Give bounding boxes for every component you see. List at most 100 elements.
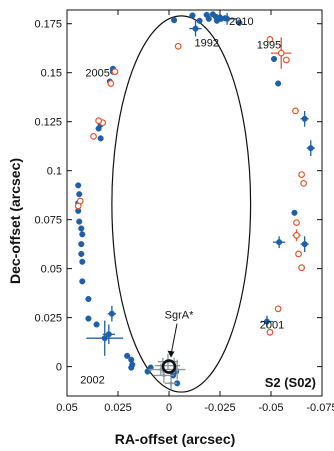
point-marker (277, 49, 285, 57)
sgra-label: SgrA* (165, 310, 194, 322)
data-point (300, 236, 309, 252)
point-marker (79, 231, 86, 238)
y-axis-title: Dec-offset (arcsec) (7, 158, 23, 284)
data-point (291, 209, 298, 216)
panel-label: S2 (S02) (265, 375, 316, 390)
point-marker (128, 356, 135, 363)
data-point (93, 321, 100, 328)
y-tick-label: 0.025 (34, 313, 62, 325)
point-marker (298, 171, 306, 178)
data-point (164, 377, 178, 390)
data-point (79, 258, 86, 265)
point-marker (75, 182, 82, 189)
y-tick-label: 0.05 (41, 264, 62, 276)
x-tick-label: 0 (166, 402, 172, 414)
data-point (293, 219, 300, 226)
data-point (189, 20, 202, 37)
point-marker (171, 17, 178, 24)
data-point (266, 35, 274, 43)
data-point (298, 171, 306, 178)
series-open-circle (74, 35, 308, 336)
data-point (107, 80, 115, 87)
data-point (274, 305, 282, 313)
year-label: 2002 (80, 374, 104, 386)
point-marker (196, 17, 203, 24)
data-point (78, 250, 85, 257)
data-point (85, 295, 92, 303)
point-marker (76, 191, 83, 198)
data-point (205, 15, 212, 22)
point-marker (97, 135, 104, 142)
x-axis-title: RA-offset (arcsec) (115, 431, 236, 447)
data-point (76, 218, 83, 225)
point-marker (271, 55, 278, 63)
x-tick-label: -0.05 (258, 402, 283, 414)
orbit-layer (111, 15, 252, 393)
point-marker (78, 250, 85, 257)
year-label: 2005 (85, 68, 109, 80)
labels-layer: 1992 2010 1995 2005 2001 2002 (80, 16, 284, 387)
data-point (76, 191, 83, 198)
data-point (282, 56, 290, 64)
data-point (196, 17, 203, 24)
x-tick-label: -0.075 (306, 402, 334, 414)
data-point (78, 225, 85, 232)
sgra-arrow-line (170, 323, 178, 355)
point-marker (101, 335, 108, 342)
point-marker (300, 180, 308, 187)
point-marker (307, 145, 314, 152)
data-point (95, 125, 102, 132)
point-marker (222, 15, 229, 22)
data-point (102, 324, 115, 345)
point-marker (78, 241, 85, 248)
data-point (271, 37, 292, 69)
data-point (97, 135, 104, 142)
point-marker (85, 315, 92, 322)
point-marker (295, 250, 302, 258)
point-marker (192, 25, 199, 32)
point-marker (263, 318, 270, 325)
point-marker (159, 367, 163, 372)
orbit-ellipse (111, 15, 252, 393)
data-point (306, 140, 315, 156)
x-tick-label: -0.025 (204, 402, 235, 414)
plot-frame (66, 9, 323, 397)
point-marker (79, 258, 86, 265)
data-point (271, 55, 278, 63)
sgra-arrow-head (167, 350, 175, 358)
data-point (148, 363, 174, 376)
point-marker (108, 310, 115, 317)
point-marker (274, 305, 282, 313)
point-marker (111, 68, 119, 76)
point-marker (298, 264, 306, 272)
point-marker (85, 295, 92, 303)
y-tick-label: 0 (56, 362, 62, 374)
data-point (95, 117, 103, 125)
point-marker (293, 219, 300, 226)
year-label: 2010 (229, 16, 253, 28)
data-point (300, 110, 309, 127)
sgra-marker (161, 359, 177, 374)
axes-layer: 0.05 0.025 0 -0.025 -0.05 -0.075 0 0.025 0.05 0.0… (34, 9, 334, 414)
y-tick-label: 0.075 (34, 215, 62, 227)
point-marker (124, 352, 131, 359)
sgra-layer: SgrA* (161, 310, 194, 374)
data-point (295, 250, 302, 258)
point-marker (169, 381, 173, 385)
data-point (292, 107, 299, 115)
data-point (78, 241, 85, 248)
data-point (273, 236, 286, 249)
data-point (90, 132, 97, 140)
data-point (213, 17, 220, 24)
data-point (260, 315, 274, 328)
point-marker (90, 132, 97, 140)
point-marker (276, 239, 283, 246)
series-filled-circle (75, 11, 315, 387)
point-marker (128, 364, 135, 371)
data-point (222, 15, 229, 22)
point-marker (266, 35, 274, 43)
data-point (174, 42, 182, 50)
point-marker (174, 42, 182, 50)
point-marker (76, 218, 83, 225)
